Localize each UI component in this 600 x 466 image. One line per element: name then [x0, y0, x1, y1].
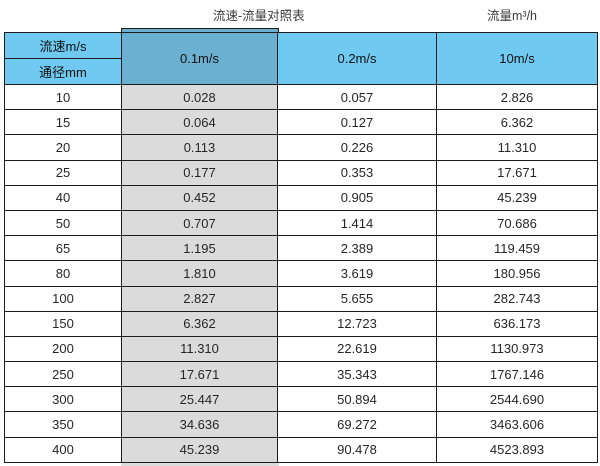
diameter-cell: 40	[4, 184, 122, 211]
flow-value-cell: 0.064	[121, 109, 278, 136]
table-row: 300 25.447 50.894 2544.690	[4, 386, 598, 413]
flow-value-cell: 0.177	[121, 159, 278, 186]
table-row: 10 0.028 0.057 2.826	[4, 83, 598, 111]
table-row: 80 1.810 3.619 180.956	[4, 260, 598, 287]
diameter-cell: 10	[4, 83, 122, 111]
flow-value-cell: 1.195	[121, 235, 278, 262]
velocity-header-0-1ms: 0.1m/s	[121, 32, 278, 85]
diameter-cell: 200	[4, 335, 122, 363]
diameter-cell: 15	[4, 109, 122, 136]
flow-value-cell: 1767.146	[436, 361, 598, 388]
flow-value-cell: 0.226	[277, 134, 437, 161]
diameter-cell: 50	[4, 209, 122, 237]
flow-value-cell: 11.310	[121, 335, 278, 363]
highlight-column-overhang-top	[121, 28, 279, 32]
flow-value-cell: 2544.690	[436, 386, 598, 413]
flow-value-cell: 45.239	[436, 184, 598, 211]
flow-value-cell: 0.905	[277, 184, 437, 211]
diameter-cell: 400	[4, 436, 122, 463]
diameter-cell: 25	[4, 159, 122, 186]
corner-diameter-label: 通径mm	[4, 58, 122, 85]
flow-value-cell: 0.353	[277, 159, 437, 186]
flow-value-cell: 0.057	[277, 83, 437, 111]
flow-value-cell: 70.686	[436, 209, 598, 237]
table-body: 10 0.028 0.057 2.826 15 0.064 0.127 6.362 20 0.11…	[4, 83, 598, 463]
table-row: 20 0.113 0.226 11.310	[4, 134, 598, 161]
diameter-cell: 150	[4, 310, 122, 337]
flow-value-cell: 6.362	[436, 109, 598, 136]
flow-value-cell: 22.619	[277, 335, 437, 363]
flow-value-cell: 12.723	[277, 310, 437, 337]
table-header: 流速m/s 0.1m/s 0.2m/s 10m/s 通径mm	[4, 32, 598, 85]
flow-value-cell: 17.671	[121, 361, 278, 388]
table-row: 350 34.636 69.272 3463.606	[4, 411, 598, 438]
table-row: 40 0.452 0.905 45.239	[4, 184, 598, 211]
flow-value-cell: 90.478	[277, 436, 437, 463]
flow-value-cell: 636.173	[436, 310, 598, 337]
corner-velocity-label: 流速m/s	[4, 32, 122, 59]
table-title: 流速-流量对照表	[213, 9, 305, 23]
flow-rate-table: 流速m/s 0.1m/s 0.2m/s 10m/s 通径mm 10 0.028 0.…	[4, 32, 598, 463]
flow-value-cell: 4523.893	[436, 436, 598, 463]
flow-value-cell: 119.459	[436, 235, 598, 262]
table-row: 15 0.064 0.127 6.362	[4, 109, 598, 136]
flow-value-cell: 6.362	[121, 310, 278, 337]
flow-table-wrap: 流速m/s 0.1m/s 0.2m/s 10m/s 通径mm 10 0.028 0.…	[4, 28, 598, 466]
highlight-column-overhang-bottom	[121, 462, 279, 466]
flow-value-cell: 1.810	[121, 260, 278, 287]
flow-unit-label: 流量m³/h	[487, 9, 538, 23]
diameter-cell: 250	[4, 361, 122, 388]
velocity-header-0-2ms: 0.2m/s	[277, 32, 437, 85]
header-row-diameter: 通径mm	[4, 58, 598, 85]
diameter-cell: 100	[4, 285, 122, 312]
flow-value-cell: 3.619	[277, 260, 437, 287]
flow-value-cell: 2.827	[121, 285, 278, 312]
flow-value-cell: 45.239	[121, 436, 278, 463]
table-row: 65 1.195 2.389 119.459	[4, 235, 598, 262]
flow-value-cell: 0.707	[121, 209, 278, 237]
flow-value-cell: 2.826	[436, 83, 598, 111]
diameter-cell: 300	[4, 386, 122, 413]
table-row: 250 17.671 35.343 1767.146	[4, 361, 598, 388]
header-row-velocity: 流速m/s 0.1m/s 0.2m/s 10m/s	[4, 32, 598, 85]
flow-value-cell: 3463.606	[436, 411, 598, 438]
flow-value-cell: 0.028	[121, 83, 278, 111]
diameter-cell: 350	[4, 411, 122, 438]
diameter-cell: 20	[4, 134, 122, 161]
flow-value-cell: 282.743	[436, 285, 598, 312]
flow-value-cell: 69.272	[277, 411, 437, 438]
flow-value-cell: 1.414	[277, 209, 437, 237]
flow-value-cell: 180.956	[436, 260, 598, 287]
velocity-header-10ms: 10m/s	[436, 32, 598, 85]
flow-value-cell: 2.389	[277, 235, 437, 262]
table-row: 200 11.310 22.619 1130.973	[4, 335, 598, 363]
table-row: 100 2.827 5.655 282.743	[4, 285, 598, 312]
table-row: 50 0.707 1.414 70.686	[4, 209, 598, 237]
flow-value-cell: 11.310	[436, 134, 598, 161]
flow-value-cell: 34.636	[121, 411, 278, 438]
flow-value-cell: 35.343	[277, 361, 437, 388]
table-row: 25 0.177 0.353 17.671	[4, 159, 598, 186]
flow-value-cell: 1130.973	[436, 335, 598, 363]
diameter-cell: 65	[4, 235, 122, 262]
flow-value-cell: 25.447	[121, 386, 278, 413]
diameter-cell: 80	[4, 260, 122, 287]
flow-value-cell: 17.671	[436, 159, 598, 186]
flow-value-cell: 50.894	[277, 386, 437, 413]
flow-value-cell: 0.127	[277, 109, 437, 136]
flow-value-cell: 5.655	[277, 285, 437, 312]
flow-value-cell: 0.113	[121, 134, 278, 161]
flow-value-cell: 0.452	[121, 184, 278, 211]
table-row: 150 6.362 12.723 636.173	[4, 310, 598, 337]
table-row: 400 45.239 90.478 4523.893	[4, 436, 598, 463]
